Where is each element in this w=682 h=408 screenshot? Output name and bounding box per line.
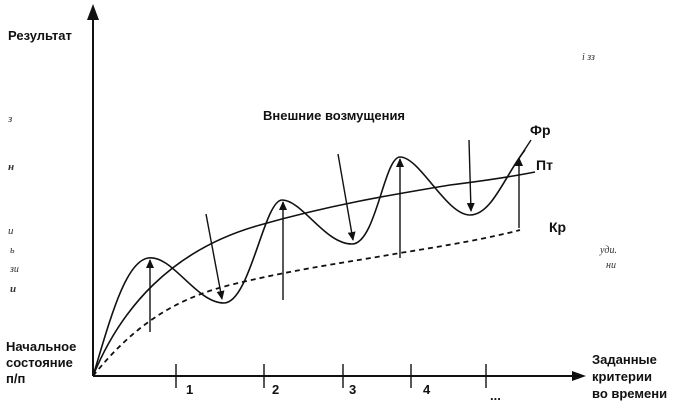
origin-label-line: состояние — [6, 355, 73, 370]
x-axis-label-line: критерии — [592, 369, 652, 384]
scan-artifact: уди. — [599, 245, 617, 256]
x-tick-label: 1 — [186, 382, 193, 397]
upward-arrows — [146, 157, 523, 332]
x-tick-label: ... — [490, 388, 501, 403]
y-axis-arrowhead — [87, 4, 99, 20]
x-tick-label: 4 — [423, 382, 431, 397]
x-axis-arrowhead — [572, 371, 586, 381]
pt-curve — [92, 171, 536, 377]
x-axis-label-line: Заданные — [592, 352, 657, 367]
kr-curve — [92, 229, 521, 377]
scan-artifact: ь — [10, 245, 15, 256]
x-axis-label-line: во времени — [592, 386, 667, 401]
x-tick-label: 3 — [349, 382, 356, 397]
scan-artifact: ни — [606, 260, 616, 271]
scan-artifact: н — [8, 161, 14, 173]
scan-artifact: з — [7, 113, 12, 125]
disturbance-arrows — [205, 139, 475, 300]
down-arrow — [205, 213, 225, 300]
x-ticks — [175, 364, 487, 388]
disturbance-label: Внешние возмущения — [263, 108, 405, 123]
x-tick-labels: 1 2 3 4 ... — [186, 382, 501, 403]
fr-label: Фр — [530, 122, 551, 138]
scan-artifact: зи — [9, 264, 19, 275]
kr-label: Кр — [549, 219, 566, 235]
origin-label: Начальное состояние п/п — [6, 339, 76, 386]
x-tick-label: 2 — [272, 382, 279, 397]
y-axis-label: Результат — [8, 28, 72, 43]
scan-artifact: і зз — [582, 52, 595, 63]
pt-label: Пт — [536, 157, 553, 173]
origin-label-line: п/п — [6, 371, 25, 386]
down-arrow — [337, 153, 356, 241]
scan-artifact: и — [10, 283, 16, 295]
scan-artifact: и — [8, 225, 14, 237]
fr-label-pointer — [513, 139, 532, 167]
origin-label-line: Начальное — [6, 339, 76, 354]
x-axis-label: Заданные критерии во времени — [592, 352, 667, 401]
down-arrow — [466, 139, 475, 212]
fr-curve — [92, 149, 526, 377]
